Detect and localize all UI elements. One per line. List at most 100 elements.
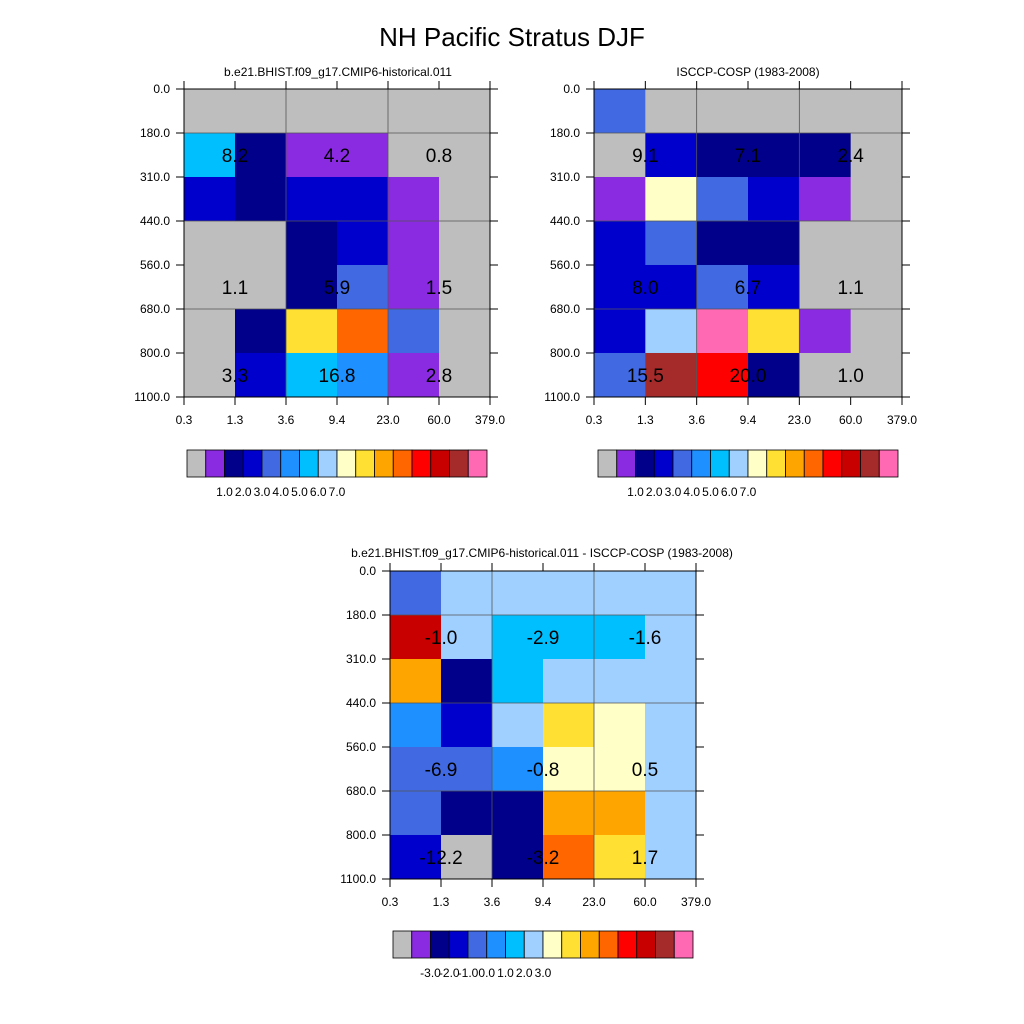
- heatmap-cell: [594, 658, 646, 704]
- colorbar-box: [449, 449, 469, 478]
- cell-value-label: 0.5: [632, 760, 658, 781]
- colorbar-box: [467, 930, 488, 959]
- heatmap-cell: [492, 615, 544, 660]
- x-tick-label: 23.0: [788, 413, 812, 427]
- heatmap-cell: [388, 352, 440, 398]
- heatmap-cell: [645, 658, 697, 704]
- x-tick-label: 60.0: [633, 895, 657, 909]
- colorbar-box: [392, 930, 413, 959]
- heatmap-cell: [799, 264, 852, 310]
- colorbar-label: 3.0: [665, 485, 682, 499]
- heatmap-cell: [184, 221, 236, 266]
- heatmap-cell: [492, 571, 544, 616]
- heatmap-cell: [441, 791, 493, 836]
- heatmap-cell: [543, 791, 595, 836]
- colorbar-label: -3.0: [420, 966, 441, 980]
- y-tick-label: 0.0: [153, 82, 170, 96]
- heatmap-cell: [492, 703, 544, 748]
- heatmap-cell: [337, 133, 389, 178]
- y-tick-label: 560.0: [550, 258, 580, 272]
- panel-obs: ISCCP-COSP (1983-2008) 0.3 1.3 3.6 9.4 23.0 6…: [544, 65, 917, 499]
- heatmap-cell: [235, 221, 287, 266]
- y-tick-label: 1100.0: [134, 390, 170, 404]
- heatmap-cell: [492, 834, 544, 880]
- heatmap-cell: [645, 309, 698, 354]
- colorbar-label: -1.0: [458, 966, 479, 980]
- colorbar-label: 5.0: [291, 485, 308, 499]
- colorbar-box: [186, 449, 207, 478]
- cell-value-label: 1.7: [632, 848, 658, 869]
- heatmap-cell: [337, 221, 389, 266]
- colorbar-box: [411, 449, 432, 478]
- y-tick-label: 180.0: [550, 126, 580, 140]
- x-tick-label: 3.6: [688, 413, 705, 427]
- heatmap-cell: [748, 264, 800, 310]
- heatmap-cell: [543, 746, 595, 792]
- x-tick-label: 0.3: [176, 413, 193, 427]
- colorbar-box: [224, 449, 244, 478]
- cell-value-label: -12.2: [419, 848, 462, 869]
- heatmap-cell: [286, 221, 338, 266]
- y-tick-label: 800.0: [346, 828, 376, 842]
- heatmap-cell: [594, 133, 646, 178]
- colorbar-box: [747, 449, 768, 478]
- heatmap-cell: [645, 791, 697, 836]
- heatmap-cell: [799, 176, 852, 222]
- heatmap-cell: [235, 264, 287, 310]
- colorbar-label: 7.0: [329, 485, 346, 499]
- x-tick-label: 9.4: [535, 895, 552, 909]
- heatmap-cell: [388, 176, 440, 222]
- heatmap-cell: [441, 834, 493, 880]
- colorbar-box: [691, 449, 711, 478]
- heatmap-cell: [337, 264, 389, 310]
- y-tick-label: 440.0: [550, 214, 580, 228]
- y-tick-label: 180.0: [140, 126, 170, 140]
- x-tick-label: 23.0: [582, 895, 606, 909]
- x-tick-label: 1.3: [227, 413, 244, 427]
- heatmap-cell: [390, 703, 442, 748]
- heatmap-cell: [492, 791, 544, 836]
- heatmap-cell: [390, 746, 442, 792]
- heatmap-cell: [439, 89, 491, 134]
- heatmap-cell: [543, 658, 595, 704]
- cell-value-label: 5.9: [324, 278, 350, 299]
- cell-value-label: 20.0: [730, 366, 767, 387]
- colorbar-label: 2.0: [235, 485, 252, 499]
- heatmap-cell: [235, 89, 287, 134]
- y-tick-label: 310.0: [550, 170, 580, 184]
- heatmap-cell: [439, 221, 491, 266]
- heatmap-cell: [492, 746, 544, 792]
- heatmap-cell: [645, 746, 697, 792]
- cell-value-label: 9.1: [632, 146, 658, 167]
- x-tick-label: 0.3: [382, 895, 399, 909]
- colorbar-box: [616, 449, 636, 478]
- heatmap-cells: [184, 89, 491, 398]
- heatmap-cell: [184, 176, 236, 222]
- heatmap-cell: [594, 791, 646, 836]
- heatmap-cell: [184, 264, 236, 310]
- colorbar-label: 5.0: [702, 485, 719, 499]
- cell-value-label: 7.1: [735, 146, 761, 167]
- heatmap-cell: [850, 221, 903, 266]
- heatmap-cell: [645, 615, 697, 660]
- heatmap-cell: [543, 703, 595, 748]
- heatmap-cell: [645, 176, 698, 222]
- heatmap-cell: [748, 352, 800, 398]
- heatmap-cell: [286, 352, 338, 398]
- x-tick-label: 379.0: [475, 413, 505, 427]
- colorbar-box: [542, 930, 563, 959]
- heatmap-cell: [594, 176, 646, 222]
- heatmap-cell: [390, 658, 442, 704]
- cell-value-label: 1.1: [837, 278, 863, 299]
- heatmap-cell: [799, 309, 852, 354]
- colorbar-box: [505, 930, 525, 959]
- heatmap-cell: [543, 571, 595, 616]
- x-tick-label: 60.0: [839, 413, 863, 427]
- colorbar-box: [785, 449, 805, 478]
- x-tick-label: 1.3: [433, 895, 450, 909]
- heatmap-cell: [748, 89, 800, 134]
- colorbar-label: 6.0: [721, 485, 738, 499]
- colorbar-box: [336, 449, 357, 478]
- heatmap-cell: [439, 133, 491, 178]
